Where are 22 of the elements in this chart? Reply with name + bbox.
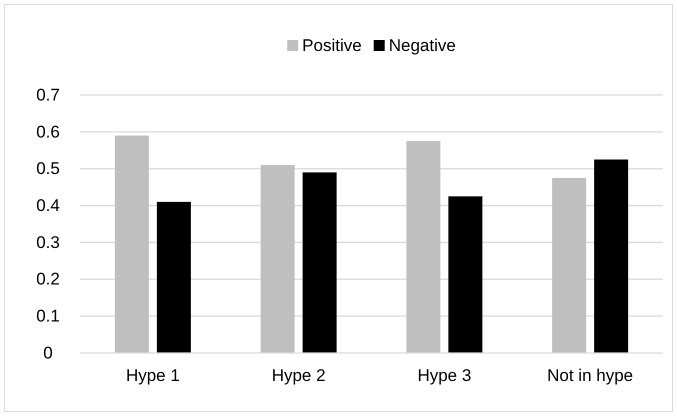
bar (156, 202, 191, 353)
y-tick-label: 0.2 (36, 270, 60, 289)
y-tick-label: 0.3 (36, 232, 60, 252)
x-tick-label: Not in hype (547, 366, 634, 385)
legend-label: Negative (388, 36, 456, 55)
y-tick-label: 0.4 (36, 196, 60, 216)
bar (114, 136, 149, 353)
x-tick-label: Hype 2 (272, 366, 326, 385)
y-tick-label: 0.7 (36, 85, 60, 104)
bar (302, 172, 337, 353)
bar (406, 141, 440, 353)
x-tick-label: Hype 3 (417, 366, 472, 385)
y-tick-label: 0 (43, 343, 53, 362)
legend-label: Positive (302, 36, 362, 55)
bar (260, 165, 295, 353)
x-tick-label: Hype 1 (126, 366, 180, 385)
bar (594, 160, 628, 353)
y-tick-label: 0.1 (36, 306, 60, 326)
bar (448, 196, 482, 353)
bar (552, 178, 586, 353)
y-tick-label: 0.5 (36, 159, 60, 178)
y-tick-label: 0.6 (36, 122, 60, 142)
